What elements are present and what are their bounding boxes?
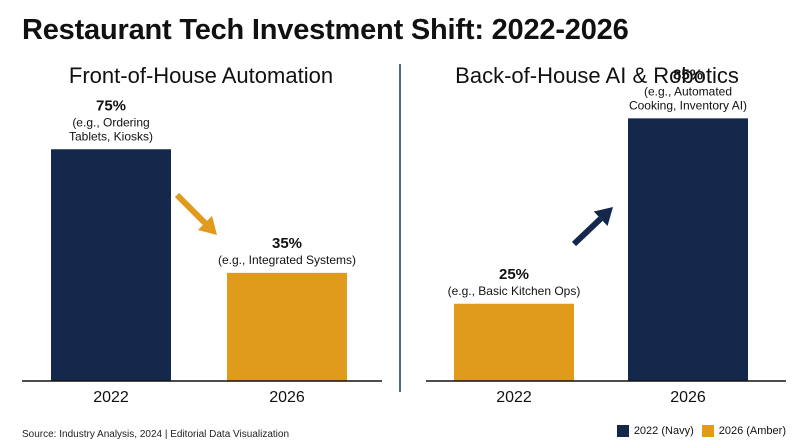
- front-of-house-tick-2022: 2022: [93, 389, 129, 406]
- back-of-house-trend-arrow-icon: [593, 207, 613, 226]
- front-of-house-tick-2026: 2026: [269, 389, 305, 406]
- legend-swatch-2022: [616, 425, 629, 437]
- legend-swatch-2026: [701, 425, 714, 437]
- front-of-house-bar-2026: [227, 272, 347, 381]
- back-of-house-value-label-2022: 25%: [499, 266, 529, 283]
- back-of-house-bar-2022: [454, 303, 574, 381]
- front-of-house-trend-arrow-shaft: [174, 192, 208, 226]
- front-of-house-trend-arrow-icon: [197, 215, 217, 235]
- front-of-house-note-2022-1: (e.g., Ordering: [72, 115, 149, 129]
- back-of-house-trend-arrow-shaft: [571, 216, 603, 247]
- legend-label-2022: 2022 (Navy): [633, 425, 694, 437]
- front-of-house-value-label-2026: 35%: [272, 235, 302, 252]
- back-of-house-panel-title: Back-of-House AI & Robotics: [455, 63, 739, 88]
- front-of-house-note-2026-1: (e.g., Integrated Systems): [218, 253, 356, 267]
- back-of-house-bar-2026: [628, 118, 748, 381]
- back-of-house-note-2026-2: Cooking, Inventory AI): [629, 98, 747, 112]
- back-of-house-value-label-2026: 85%: [673, 66, 703, 83]
- chart-title: Restaurant Tech Investment Shift: 2022-2…: [22, 14, 629, 46]
- front-of-house-bar-2022: [51, 149, 171, 381]
- legend-item-2026: 2026 (Amber): [701, 425, 786, 437]
- front-of-house-value-label-2022: 75%: [96, 97, 126, 114]
- back-of-house-note-2022-1: (e.g., Basic Kitchen Ops): [448, 284, 581, 298]
- back-of-house-note-2026-1: (e.g., Automated: [644, 84, 732, 98]
- legend-item-2022: 2022 (Navy): [616, 425, 694, 437]
- legend-label-2026: 2026 (Amber): [718, 425, 786, 437]
- front-of-house-panel-title: Front-of-House Automation: [69, 63, 333, 88]
- source-note: Source: Industry Analysis, 2024 | Editor…: [22, 429, 290, 440]
- legend: 2022 (Navy) 2026 (Amber): [616, 425, 786, 437]
- back-of-house-tick-2026: 2026: [670, 389, 706, 406]
- front-of-house-note-2022-2: Tablets, Kiosks): [69, 129, 153, 143]
- back-of-house-tick-2022: 2022: [496, 389, 532, 406]
